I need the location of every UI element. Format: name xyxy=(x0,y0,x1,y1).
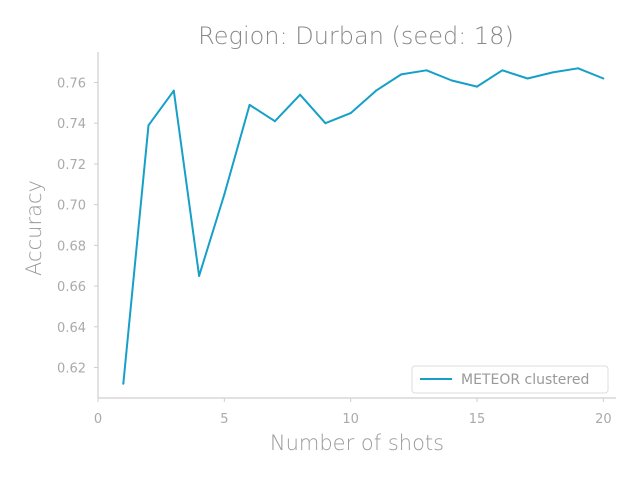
data-point xyxy=(349,112,352,115)
data-point xyxy=(450,79,453,82)
data-point xyxy=(273,120,276,123)
series-layer xyxy=(122,67,605,385)
series-line-meteor-clustered xyxy=(122,67,604,384)
y-tick-label: 0.72 xyxy=(57,158,86,173)
x-tick-label: 15 xyxy=(469,412,486,427)
data-point xyxy=(299,93,302,96)
x-tick-label: 20 xyxy=(595,412,612,427)
x-tick-label: 5 xyxy=(220,412,228,427)
data-point xyxy=(476,85,479,88)
data-point xyxy=(577,67,580,70)
x-axis-label: Number of shots xyxy=(270,431,444,455)
y-tick-label: 0.64 xyxy=(57,321,86,336)
data-point xyxy=(374,89,377,92)
y-tick-label: 0.62 xyxy=(57,361,86,376)
y-tick-label: 0.70 xyxy=(57,199,86,214)
data-point xyxy=(400,73,403,76)
y-axis-label: Accuracy xyxy=(22,180,46,276)
data-point xyxy=(147,124,150,127)
chart-title: Region: Durban (seed: 18) xyxy=(198,22,514,50)
legend-box xyxy=(411,365,609,394)
data-point xyxy=(122,382,125,385)
data-point xyxy=(526,77,529,80)
y-tick-label: 0.74 xyxy=(57,117,86,132)
legend: METEOR clustered xyxy=(411,365,609,394)
x-tick-label: 10 xyxy=(342,412,359,427)
legend-label: METEOR clustered xyxy=(461,372,589,388)
y-ticks: 0.62 0.64 0.66 0.68 0.70 0.72 0.74 0.76 xyxy=(57,77,98,376)
data-point xyxy=(198,274,201,277)
data-point xyxy=(425,69,428,72)
data-point xyxy=(501,69,504,72)
y-tick-label: 0.66 xyxy=(57,280,86,295)
y-tick-label: 0.76 xyxy=(57,77,86,92)
data-point xyxy=(551,71,554,74)
data-point xyxy=(248,103,251,106)
data-point xyxy=(602,77,605,80)
x-tick-label: 0 xyxy=(94,412,102,427)
data-point xyxy=(172,89,175,92)
y-tick-label: 0.68 xyxy=(57,239,86,254)
data-point xyxy=(223,193,226,196)
x-ticks: 0 5 10 15 20 xyxy=(94,398,612,427)
data-point xyxy=(324,122,327,125)
